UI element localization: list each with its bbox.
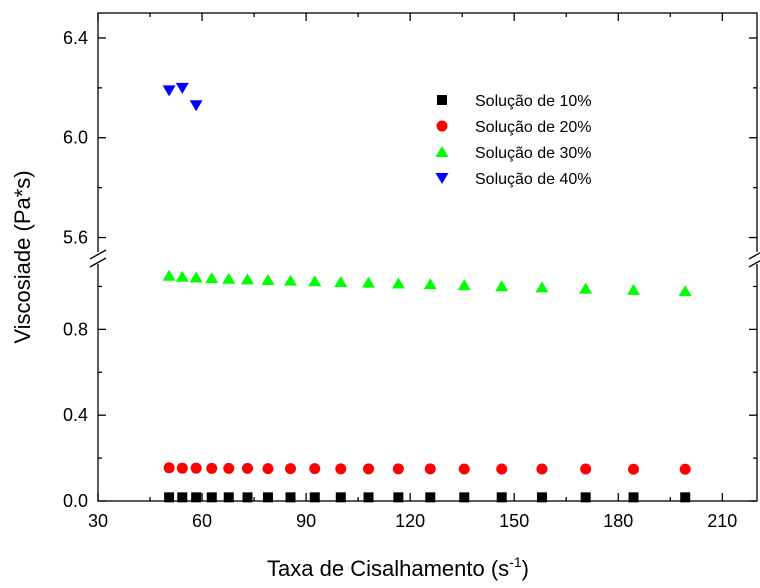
data-point-series-2	[176, 462, 188, 474]
x-axis-title-suffix: )	[522, 556, 529, 581]
break-gap	[749, 252, 760, 264]
data-point-series-2	[536, 463, 548, 475]
data-point-series-1	[335, 492, 346, 503]
data-point-series-1	[580, 492, 591, 503]
x-tick-label: 120	[395, 511, 425, 531]
y-tick-label: 0.4	[63, 405, 88, 425]
data-point-series-3	[334, 275, 348, 287]
data-point-series-1	[496, 492, 507, 503]
data-point-series-3	[495, 280, 509, 292]
data-point-series-3	[535, 281, 549, 293]
data-point-series-2	[284, 463, 296, 475]
data-point-series-2	[458, 463, 470, 475]
data-point-series-2	[628, 463, 640, 475]
data-point-series-4	[175, 82, 189, 94]
data-point-series-1	[425, 492, 436, 503]
data-point-series-3	[189, 271, 203, 283]
data-point-series-4	[189, 100, 203, 112]
legend-label-3: Solução de 30%	[475, 145, 592, 162]
data-point-series-2	[206, 462, 218, 474]
legend-box	[418, 85, 636, 190]
data-point-series-3	[423, 278, 437, 290]
data-point-series-2	[363, 463, 375, 475]
data-point-series-1	[393, 492, 404, 503]
data-point-series-1	[628, 492, 639, 503]
data-point-series-1	[680, 492, 691, 503]
y-tick-label: 5.6	[63, 228, 88, 248]
data-point-series-2	[496, 463, 508, 475]
data-point-series-2	[580, 463, 592, 475]
data-point-series-3	[678, 285, 692, 297]
x-tick-label: 60	[192, 511, 212, 531]
break-slash-lower	[748, 260, 760, 268]
y-tick-label: 0.8	[63, 319, 88, 339]
data-point-series-3	[391, 277, 405, 289]
break-slash-upper	[748, 252, 760, 260]
break-slash-upper	[89, 249, 107, 260]
x-tick-label: 180	[603, 511, 633, 531]
legend-marker-2	[436, 120, 448, 132]
data-point-series-2	[262, 463, 274, 475]
data-point-series-1	[223, 492, 234, 503]
data-point-series-3	[261, 274, 275, 286]
x-tick-label: 210	[707, 511, 737, 531]
x-axis-title-sup: -1	[509, 554, 522, 570]
data-point-series-3	[627, 283, 641, 295]
data-point-series-1	[363, 492, 374, 503]
legend-marker-4	[435, 173, 449, 184]
data-point-series-3	[283, 274, 297, 286]
tick-marks	[97, 13, 757, 502]
data-point-series-1	[536, 492, 547, 503]
axis-break-marks	[89, 249, 760, 268]
data-point-series-1	[242, 492, 253, 503]
data-point-series-3	[175, 270, 189, 282]
x-axis-title: Taxa de Cisalhamento (s-1)	[267, 554, 529, 581]
data-point-series-2	[392, 463, 404, 475]
data-point-series-1	[164, 492, 175, 503]
y-tick-label: 6.0	[63, 128, 88, 148]
data-point-series-3	[222, 272, 236, 284]
data-point-series-1	[177, 492, 188, 503]
legend-label-4: Solução de 40%	[475, 171, 592, 188]
data-point-series-3	[308, 275, 322, 287]
legend-marker-3	[435, 146, 449, 157]
y-axis-title: Viscosiade (Pa*s)	[10, 170, 35, 343]
data-point-series-3	[205, 272, 219, 284]
data-point-series-1	[309, 492, 320, 503]
data-point-series-3	[579, 282, 593, 294]
legend-label-2: Solução de 20%	[475, 119, 592, 136]
data-point-series-3	[362, 276, 376, 288]
legend-label-1: Solução de 10%	[475, 93, 592, 110]
data-point-series-1	[459, 492, 470, 503]
data-point-series-1	[262, 492, 273, 503]
data-point-series-3	[162, 269, 176, 281]
x-tick-label: 30	[88, 511, 108, 531]
break-gap	[90, 252, 106, 264]
data-point-series-3	[240, 273, 254, 285]
data-point-series-2	[335, 463, 347, 475]
data-point-series-2	[163, 462, 175, 474]
data-point-series-2	[190, 462, 202, 474]
data-point-series-2	[679, 463, 691, 475]
data-point-series-2	[223, 462, 235, 474]
data-point-series-1	[191, 492, 202, 503]
x-tick-label: 90	[296, 511, 316, 531]
data-point-series-4	[162, 85, 176, 97]
data-point-series-2	[309, 463, 321, 475]
data-point-series-3	[457, 279, 471, 291]
data-point-series-2	[241, 462, 253, 474]
x-axis-title-main: Taxa de Cisalhamento (s	[267, 556, 509, 581]
break-slash-lower	[89, 257, 107, 268]
data-point-series-1	[206, 492, 217, 503]
tick-labels: 30 60 90 120 150 180 210 0.0 0.4 0.8 5.6 6.0 6.4	[63, 28, 737, 531]
legend-marker-1	[437, 95, 447, 105]
x-tick-label: 150	[499, 511, 529, 531]
legend: Solução de 10% Solução de 20% Solução de 3…	[418, 85, 636, 190]
data-points	[162, 82, 692, 503]
data-point-series-2	[424, 463, 436, 475]
data-point-series-1	[285, 492, 296, 503]
y-tick-label: 6.4	[63, 28, 88, 48]
y-tick-label: 0.0	[63, 491, 88, 511]
